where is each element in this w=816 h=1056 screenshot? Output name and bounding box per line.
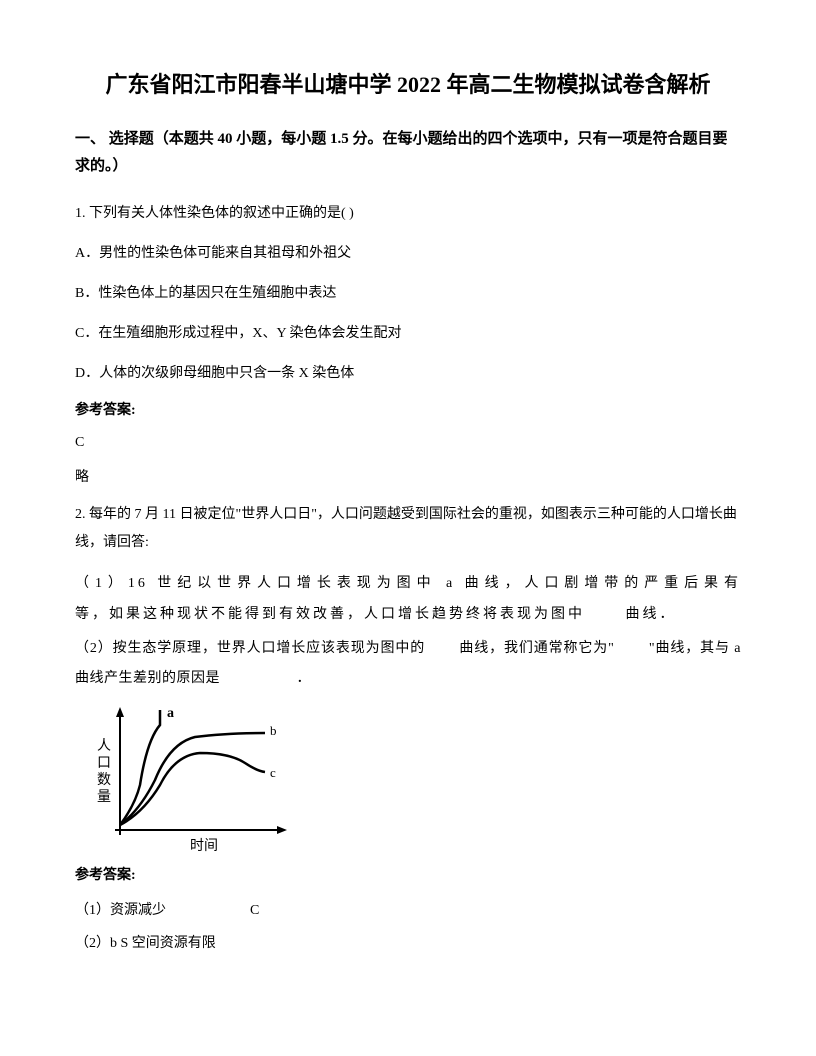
exam-title: 广东省阳江市阳春半山塘中学 2022 年高二生物模拟试卷含解析 bbox=[75, 70, 741, 101]
q2-stem: 2. 每年的 7 月 11 日被定位"世界人口日"，人口问题越受到国际社会的重视… bbox=[75, 501, 741, 557]
population-chart: a b c 人 口 数 量 时间 bbox=[85, 705, 741, 855]
label-b: b bbox=[270, 723, 277, 738]
q1-option-a: A．男性的性染色体可能来自其祖母和外祖父 bbox=[75, 240, 741, 268]
label-a: a bbox=[167, 706, 174, 721]
q1-note: 略 bbox=[75, 467, 741, 489]
q1-answer: C bbox=[75, 432, 741, 454]
x-axis-arrow bbox=[277, 826, 287, 834]
q1-stem: 1. 下列有关人体性染色体的叙述中正确的是( ) bbox=[75, 200, 741, 228]
q2-answer-label: 参考答案: bbox=[75, 865, 741, 887]
q1-option-d: D．人体的次级卵母细胞中只含一条 X 染色体 bbox=[75, 360, 741, 388]
y-axis-arrow bbox=[116, 707, 124, 717]
y-label-1: 人 bbox=[97, 738, 111, 754]
y-label-2: 口 bbox=[97, 756, 111, 771]
y-label-4: 量 bbox=[97, 789, 111, 805]
q2-sub1: （1）16 世纪以世界人口增长表现为图中 a 曲线，人口剧增带的严重后果有 等，… bbox=[75, 569, 741, 631]
q1-answer-label: 参考答案: bbox=[75, 400, 741, 422]
section-header: 一、 选择题（本题共 40 小题，每小题 1.5 分。在每小题给出的四个选项中，… bbox=[75, 126, 741, 180]
q1-option-b: B．性染色体上的基因只在生殖细胞中表达 bbox=[75, 280, 741, 308]
chart-svg: a b c 人 口 数 量 时间 bbox=[85, 705, 295, 855]
q2-answer-1: （1）资源减少 C bbox=[75, 898, 741, 923]
curve-a bbox=[120, 710, 160, 825]
label-c: c bbox=[270, 765, 276, 780]
q1-option-c: C．在生殖细胞形成过程中，X、Y 染色体会发生配对 bbox=[75, 320, 741, 348]
q2-answer-2: （2）b S 空间资源有限 bbox=[75, 931, 741, 956]
x-label: 时间 bbox=[190, 838, 218, 854]
curve-c bbox=[120, 753, 265, 825]
y-label-3: 数 bbox=[97, 772, 111, 788]
q2-sub2: （2）按生态学原理，世界人口增长应该表现为图中的 曲线，我们通常称它为" "曲线… bbox=[75, 634, 741, 696]
